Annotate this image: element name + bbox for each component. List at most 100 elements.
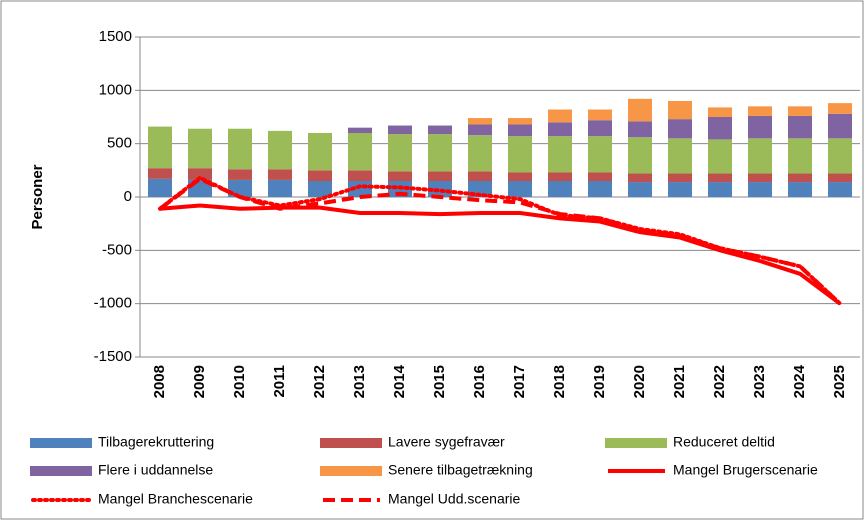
x-tick-label: 2022 — [711, 365, 728, 398]
bar-segment — [668, 138, 692, 174]
bar-segment — [748, 182, 772, 197]
bar-segment — [308, 170, 332, 181]
bar-segment — [348, 133, 372, 171]
bar-segment — [668, 182, 692, 197]
bar-segment — [828, 138, 852, 174]
bar-segment — [188, 128, 212, 169]
bar-segment — [748, 138, 772, 174]
bar-segment — [788, 173, 812, 183]
bar-segment — [828, 173, 852, 183]
bar-segment — [148, 126, 172, 169]
x-tick-label: 2019 — [591, 365, 608, 398]
x-tick-label: 2012 — [311, 365, 328, 398]
y-tick-label: 1000 — [99, 81, 132, 98]
bar-segment — [828, 182, 852, 197]
bar-segment — [668, 173, 692, 183]
legend-label: Flere i uddannelse — [98, 462, 213, 478]
bar-segment — [788, 115, 812, 139]
bar-segment — [148, 168, 172, 179]
bar-segment — [508, 118, 532, 125]
bar-segment — [428, 171, 452, 181]
y-tick-label: 500 — [107, 135, 132, 152]
x-tick-label: 2013 — [351, 365, 368, 398]
bar-segment — [468, 118, 492, 125]
bar-segment — [228, 169, 252, 180]
bar-segment — [588, 172, 612, 181]
bar-segment — [308, 181, 332, 197]
bar-segment — [628, 173, 652, 183]
y-axis-title: Personer — [29, 164, 46, 229]
bar-segment — [828, 103, 852, 114]
bar-segment — [668, 101, 692, 120]
bar-segment — [268, 179, 292, 197]
bar-segment — [628, 121, 652, 138]
legend-label: Lavere sygefravær — [388, 434, 505, 450]
x-tick-label: 2017 — [511, 365, 528, 398]
bar-segment — [668, 119, 692, 139]
bar-segment — [468, 171, 492, 181]
legend-label: Senere tilbagetrækning — [388, 462, 533, 478]
bar-segment — [228, 128, 252, 170]
bar-segment — [788, 106, 812, 116]
bar-segment — [508, 181, 532, 197]
bar-segment — [708, 182, 732, 197]
x-tick-label: 2018 — [551, 365, 568, 398]
bar-segment — [748, 106, 772, 116]
bar-segment — [548, 181, 572, 197]
x-tick-label: 2015 — [431, 365, 448, 398]
bar-segment — [388, 171, 412, 181]
bar-segment — [628, 137, 652, 174]
bar-segment — [548, 136, 572, 173]
y-tick-label: -1500 — [94, 348, 132, 365]
bar-segment — [588, 136, 612, 173]
bar-segment — [708, 117, 732, 140]
bar-segment — [268, 130, 292, 170]
bar-segment — [548, 172, 572, 181]
y-tick-label: -500 — [102, 241, 132, 258]
bar-segment — [188, 168, 212, 180]
bar-segment — [308, 133, 332, 171]
bar-segment — [828, 113, 852, 139]
bar-segment — [508, 136, 532, 173]
legend-label: Mangel Udd.scenarie — [388, 491, 521, 507]
line — [158, 175, 842, 306]
x-tick-label: 2016 — [471, 365, 488, 398]
bar-segment — [588, 120, 612, 137]
bar-segment — [748, 173, 772, 183]
bar-segment — [588, 109, 612, 121]
legend-swatch — [30, 438, 92, 448]
legend-swatch — [30, 466, 92, 476]
bar-segment — [468, 124, 492, 136]
legend-label: Reduceret deltid — [673, 434, 775, 450]
bar-segment — [788, 182, 812, 197]
x-tick-label: 2008 — [151, 365, 168, 398]
legend-label: Mangel Branchescenarie — [98, 491, 253, 507]
bar-segment — [548, 122, 572, 137]
bar-segment — [428, 125, 452, 135]
bar-segment — [708, 139, 732, 174]
legend-swatch — [605, 438, 667, 448]
bar-segment — [748, 115, 772, 139]
x-tick-label: 2024 — [791, 364, 808, 398]
legend-swatch — [320, 438, 382, 448]
bar-segment — [388, 125, 412, 135]
y-tick-label: 0 — [124, 188, 132, 205]
bar-segment — [628, 98, 652, 122]
legend-swatch — [320, 466, 382, 476]
bar-segment — [348, 127, 372, 133]
x-tick-label: 2021 — [671, 365, 688, 398]
bar-segment — [588, 181, 612, 197]
x-tick-label: 2023 — [751, 365, 768, 398]
bar-segment — [788, 138, 812, 174]
bar-segment — [708, 173, 732, 183]
x-tick-label: 2009 — [191, 365, 208, 398]
legend-label: Mangel Brugerscenarie — [673, 462, 818, 478]
bar-segment — [388, 134, 412, 172]
bar-segment — [508, 172, 532, 181]
bar-segment — [268, 169, 292, 180]
bar-segment — [428, 181, 452, 197]
bar-segment — [428, 134, 452, 172]
legend-label: Tilbagerekruttering — [98, 434, 214, 450]
